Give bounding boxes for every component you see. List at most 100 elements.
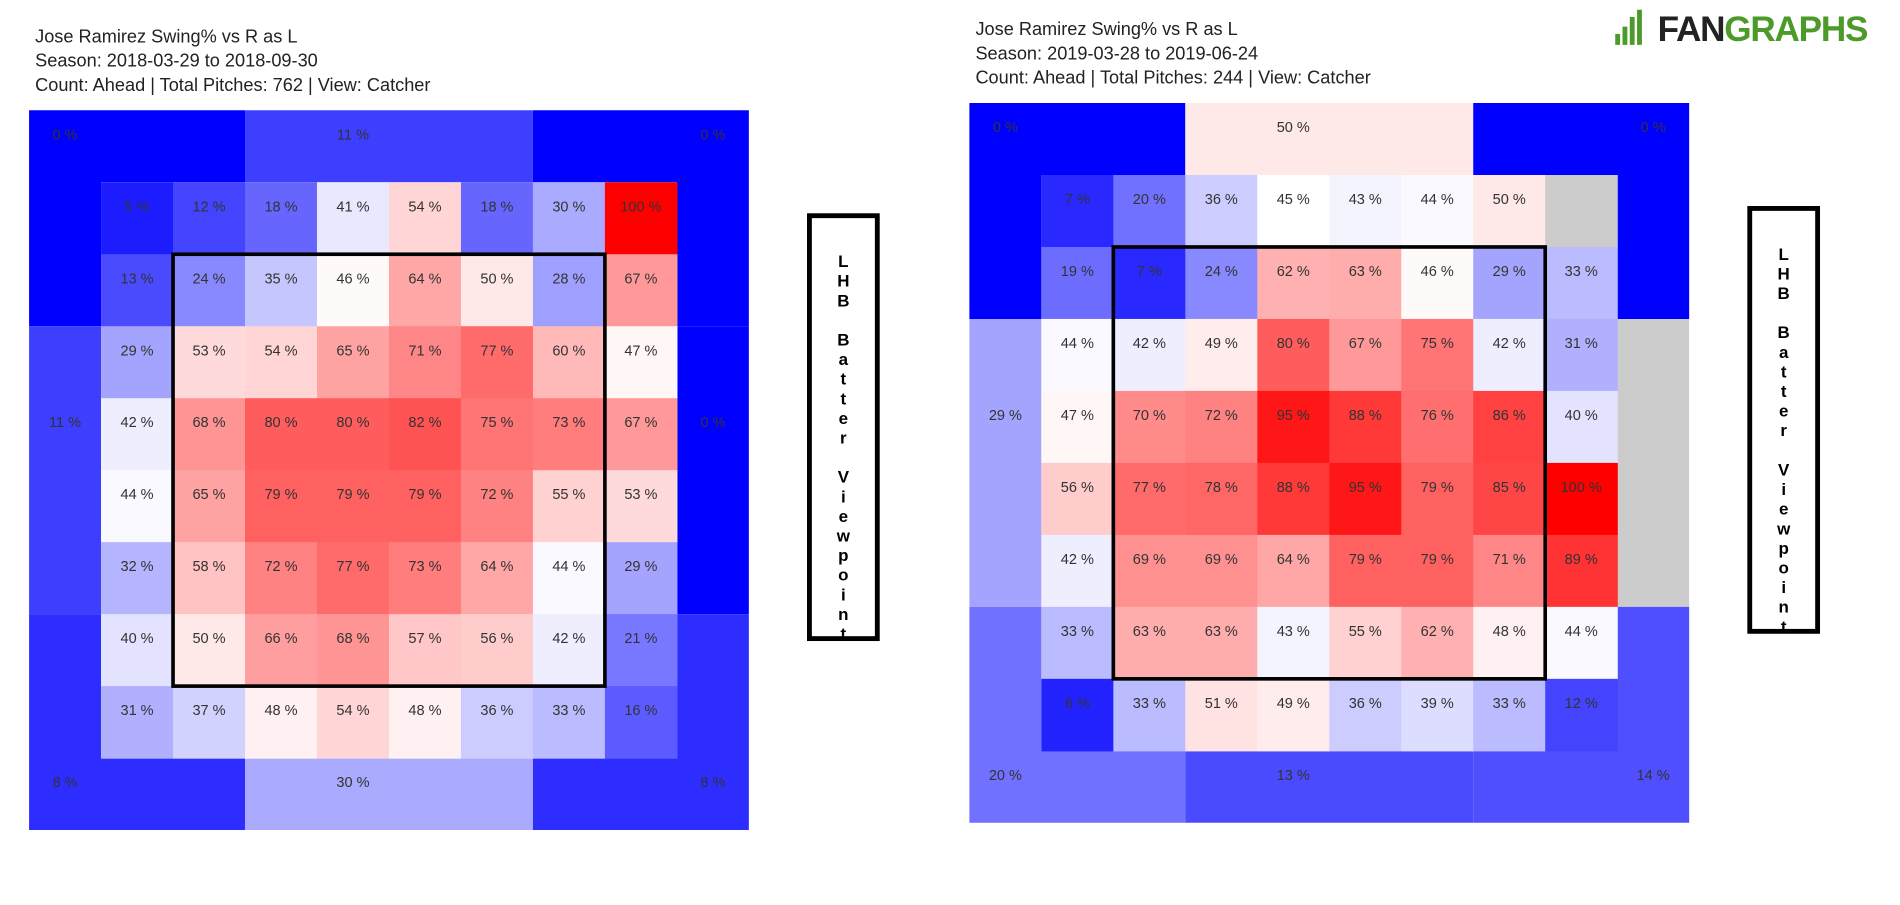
cell-label: 80 % [1277,336,1310,352]
zone-cell [1401,246,1474,320]
zone-cell [388,254,462,327]
cell-label: 29 % [120,343,153,359]
zone-cell [245,614,318,687]
strike-zone [1111,245,1548,681]
cell-label: 6 % [1065,696,1090,712]
zone-cell [1329,390,1402,464]
zone-cell [532,470,606,543]
cell-label: 79 % [1349,552,1382,568]
cell-label: 54 % [408,199,441,215]
cell-label: 79 % [1421,480,1454,496]
cell-label: 33 % [552,703,585,719]
logo-part: FAN [1658,10,1725,49]
outer-zone [29,326,102,615]
cell-label: 95 % [1349,480,1382,496]
zone-cell [388,686,462,759]
cell-label: 55 % [1349,624,1382,640]
zone-cell [532,542,606,615]
zone-cell [604,614,678,687]
zone-cell [1329,678,1402,752]
zone-cell [245,182,318,255]
zone-cell [1401,390,1474,464]
zone-cell [1545,318,1618,392]
logo-part: GRAPHS [1724,10,1868,49]
cell-label: 71 % [1493,552,1526,568]
cell-label: 43 % [1277,624,1310,640]
cell-label: 33 % [1133,696,1166,712]
zone-cell [1113,390,1186,464]
logo-bar [1615,33,1621,45]
zone-cell [1473,390,1546,464]
cell-label: 67 % [624,415,657,431]
cell-label: 49 % [1277,696,1310,712]
zone-cell [1113,462,1186,536]
zone-cell [173,398,246,471]
zone-cell [1545,390,1618,464]
cell-label: 46 % [1421,264,1454,280]
outer-zone [29,614,246,831]
zone-cell [1041,318,1114,392]
cell-label: 79 % [1421,552,1454,568]
zone-label: 0 % [53,127,78,143]
zone-cell [173,254,246,327]
cell-label: 42 % [1493,336,1526,352]
cell-label: 79 % [408,487,441,503]
zone-cell [460,254,534,327]
cell-label: 82 % [408,415,441,431]
cell-label: 100 % [620,199,661,215]
cell-label: 41 % [336,199,369,215]
cell-label: 77 % [480,343,513,359]
cell-label: 57 % [408,631,441,647]
cell-label: 20 % [1133,192,1166,208]
cell-label: 77 % [1133,480,1166,496]
cell-label: 7 % [1137,264,1162,280]
logo-bar [1622,26,1628,45]
cell-label: 71 % [408,343,441,359]
outer-zone [1617,318,1690,607]
zone-cell [532,398,606,471]
cell-label: 72 % [1205,408,1238,424]
cell-label: 73 % [552,415,585,431]
zone-cell [460,470,534,543]
cell-label: 21 % [624,631,657,647]
zone-cell [173,326,246,399]
zone-cell [1113,678,1186,752]
cell-label: 12 % [192,199,225,215]
cell-label: 66 % [264,631,297,647]
zone-cell [532,182,606,255]
zone-cell [173,470,246,543]
zone-cell [245,326,318,399]
chart-title: Count: Ahead | Total Pitches: 762 | View… [35,75,430,95]
cell-label: 79 % [264,487,297,503]
cell-label: 70 % [1133,408,1166,424]
zone-cell [1257,462,1330,536]
zone-cell [316,254,390,327]
zone-cell [316,470,390,543]
zone-cell [1329,606,1402,680]
zone-cell [1185,462,1258,536]
viewpoint-box [1747,206,1821,634]
cell-label: 45 % [1277,192,1310,208]
cell-label: 24 % [1205,264,1238,280]
outer-zone [245,110,533,183]
zone-cell [101,614,174,687]
cell-label: 75 % [480,415,513,431]
zone-cell [1473,534,1546,608]
zone-cell [1473,462,1546,536]
cell-label: 7 % [1065,192,1090,208]
zone-cell [101,470,174,543]
cell-label: 31 % [1565,336,1598,352]
cell-label: 62 % [1421,624,1454,640]
zone-label: 30 % [336,775,369,791]
zone-cell [388,398,462,471]
zone-label: 11 % [49,415,81,431]
cell-label: 48 % [408,703,441,719]
cell-label: 78 % [1205,480,1238,496]
cell-label: 63 % [1133,624,1166,640]
zone-cell [1185,174,1258,248]
zone-label: 11 % [337,127,369,143]
zone-cell [1041,606,1114,680]
logo[interactable]: FANGRAPHS [1615,9,1869,50]
zone-cell [245,470,318,543]
